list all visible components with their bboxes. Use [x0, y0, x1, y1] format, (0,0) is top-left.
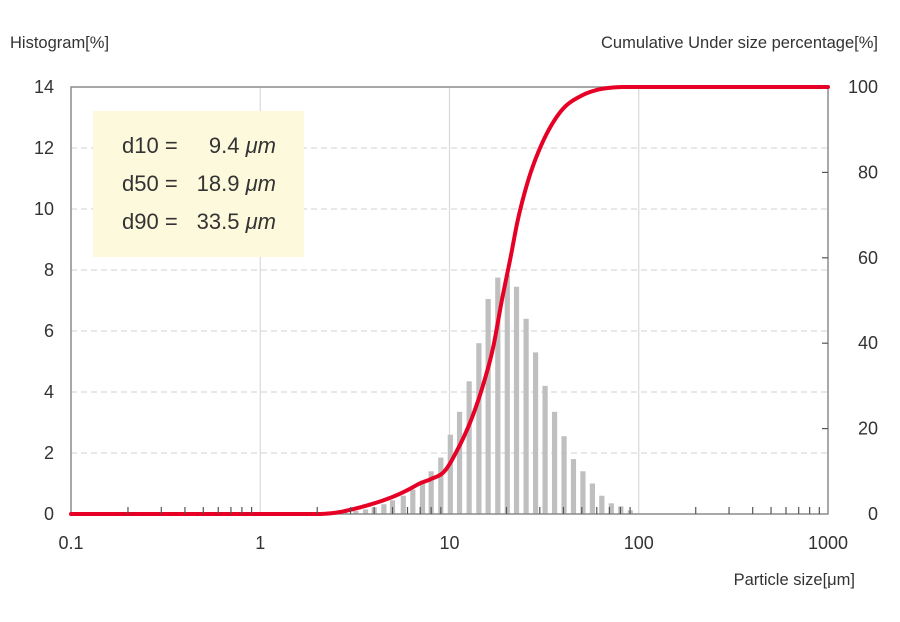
- x-tick-label: 100: [624, 533, 654, 553]
- stat-line-d10: d10 = 9.4 μm: [122, 133, 276, 158]
- y-left-tick-label: 8: [44, 260, 54, 280]
- y-left-tick-label: 10: [34, 199, 54, 219]
- plot-frame: [70, 86, 829, 515]
- y-right-tick-label: 0: [868, 504, 878, 524]
- histogram-bar: [381, 504, 387, 514]
- histogram-bar: [495, 277, 501, 514]
- x-tick-label: 0.1: [58, 533, 83, 553]
- histogram-bar: [608, 503, 614, 514]
- histogram-bar: [513, 286, 520, 514]
- histogram-bar: [466, 381, 472, 514]
- y-right-tick-label: 100: [848, 77, 878, 97]
- stat-line-d50: d50 = 18.9 μm: [122, 171, 276, 196]
- stat-d50-value: 18.9: [197, 171, 240, 196]
- histogram-bar: [353, 510, 359, 514]
- histogram-bar: [362, 509, 369, 514]
- x-tick-label: 10: [439, 533, 459, 553]
- histogram-bar: [542, 385, 548, 514]
- histogram-bar: [456, 411, 463, 514]
- histogram-bar: [476, 343, 482, 514]
- x-tick-label: 1000: [808, 533, 848, 553]
- axis-ticks: [127, 171, 828, 514]
- stat-d50-unit: μm: [245, 171, 276, 196]
- histogram-bar: [504, 274, 510, 514]
- y-left-tick-label: 4: [44, 382, 54, 402]
- stat-d90-value: 33.5: [197, 209, 240, 234]
- y-left-tick-label: 2: [44, 443, 54, 463]
- stat-line-d90: d90 = 33.5 μm: [122, 209, 276, 234]
- x-axis-title: Particle size[μm]: [734, 571, 855, 589]
- histogram-bar: [599, 495, 605, 514]
- histogram-bar: [447, 434, 453, 514]
- x-tick-label: 1: [255, 533, 265, 553]
- stat-d50-label: d50 =: [122, 171, 178, 196]
- histogram-bar: [580, 471, 586, 514]
- histogram-bar: [551, 411, 558, 514]
- histogram-bar: [561, 436, 567, 514]
- stat-d10-value: 9.4: [209, 133, 240, 158]
- right-axis-title: Cumulative Under size percentage[%]: [601, 34, 878, 52]
- cumulative-curve-layer: [69, 85, 830, 516]
- histogram-bar: [400, 495, 406, 514]
- y-left-tick-label: 6: [44, 321, 54, 341]
- y-left-tick-label: 12: [34, 138, 54, 158]
- histogram-bar: [523, 318, 529, 514]
- stats-box: d10 = 9.4 μm d50 = 18.9 μm d90 = 33.5 μm: [93, 111, 304, 257]
- stat-d90-label: d90 =: [122, 209, 178, 234]
- tick-labels: 0.1 1 10 100 1000 0 2 4 6 8 10 12 14 0 20 40 60 80 100: [34, 77, 878, 553]
- plot-border: [70, 86, 829, 515]
- left-axis-title: Histogram[%]: [10, 34, 109, 52]
- y-right-tick-label: 20: [858, 419, 878, 439]
- y-right-tick-label: 60: [858, 248, 878, 268]
- stat-d10-unit: μm: [245, 133, 276, 158]
- histogram-bar: [532, 352, 539, 514]
- histogram-bar: [589, 483, 596, 514]
- histogram-bar: [570, 459, 577, 514]
- histogram-bars: [322, 274, 633, 514]
- histogram-bar: [438, 457, 444, 514]
- stat-d10-label: d10 =: [122, 133, 178, 158]
- histogram-bar: [485, 298, 491, 514]
- cumulative-curve: [69, 85, 830, 516]
- y-left-tick-label: 0: [44, 504, 54, 524]
- stats-box-background: [93, 111, 304, 257]
- y-right-tick-label: 80: [858, 162, 878, 182]
- histogram-bar: [410, 489, 416, 514]
- y-left-tick-label: 14: [34, 77, 54, 97]
- stat-d90-unit: μm: [245, 209, 276, 234]
- y-right-tick-label: 40: [858, 333, 878, 353]
- histogram-bar: [428, 471, 434, 514]
- histogram-bar: [419, 481, 426, 514]
